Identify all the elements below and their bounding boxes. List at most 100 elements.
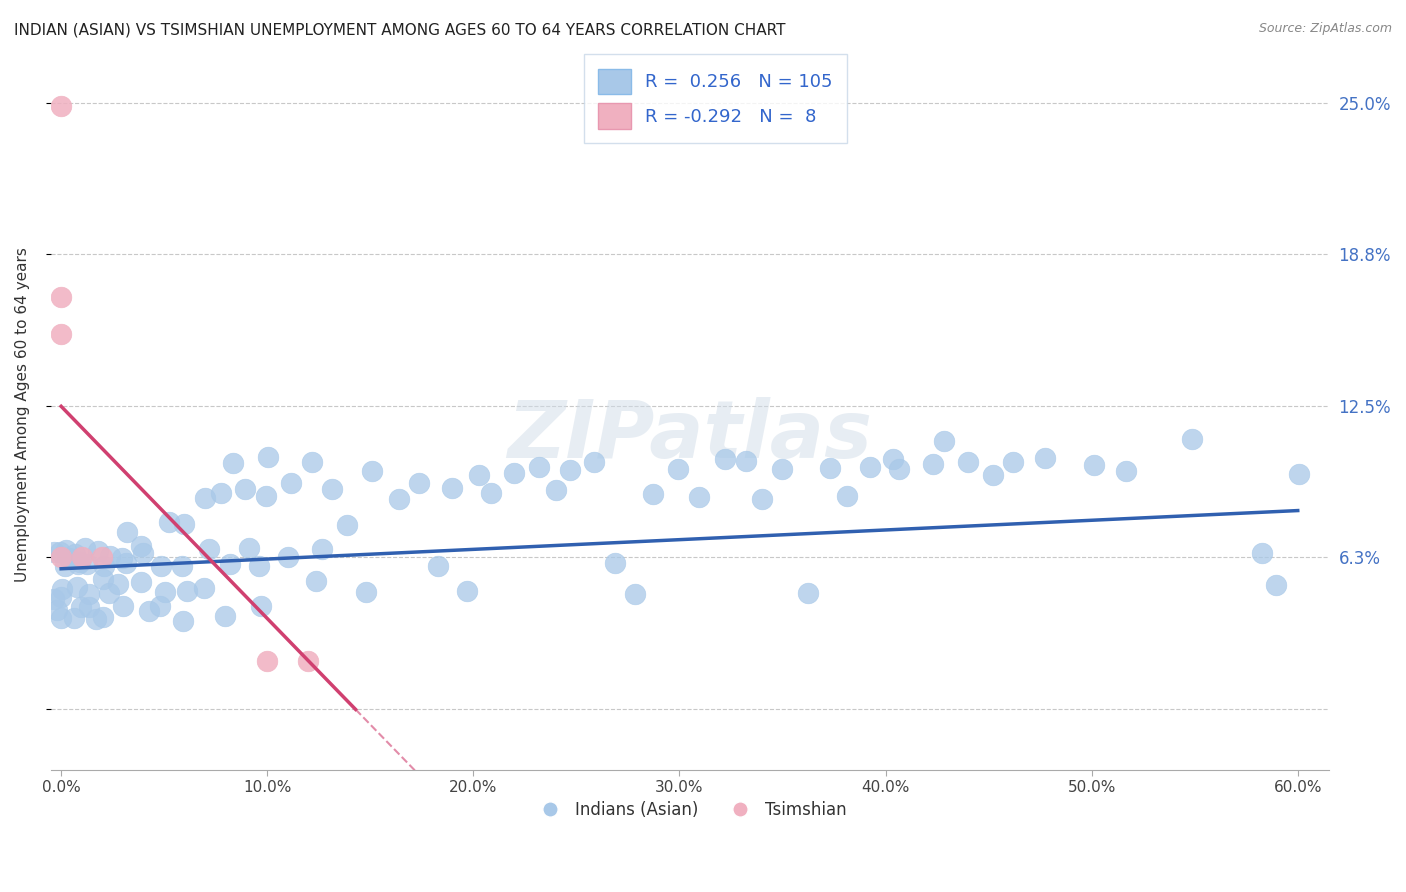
Point (887, 462, 910, 476)
Point (796, 586, 818, 600)
Point (66, 580, 89, 594)
Point (456, 583, 478, 598)
Point (1250, 545, 1272, 559)
Point (387, 491, 409, 506)
Point (49, 544, 72, 558)
Point (193, 581, 215, 595)
Point (666, 462, 689, 476)
Point (360, 464, 382, 478)
Point (77, 586, 100, 600)
Point (770, 462, 793, 476)
Point (53, 559, 76, 574)
Point (408, 476, 430, 491)
Point (98, 549, 121, 563)
Point (256, 654, 278, 668)
Point (44, 545, 66, 559)
Point (468, 468, 491, 483)
Point (956, 455, 979, 469)
Point (51, 582, 73, 596)
Point (643, 487, 665, 501)
Point (1001, 455, 1024, 469)
Point (150, 558, 173, 573)
Point (149, 599, 172, 614)
Point (688, 490, 710, 504)
Point (155, 585, 177, 599)
Point (441, 481, 464, 495)
Point (87, 544, 110, 558)
Point (91, 572, 114, 586)
Point (219, 557, 242, 571)
Point (172, 614, 194, 628)
Point (63, 547, 86, 561)
Point (98, 585, 121, 599)
Point (49, 549, 72, 564)
Point (280, 475, 302, 490)
Point (527, 459, 550, 474)
Point (67, 557, 90, 571)
Point (277, 550, 299, 565)
Point (335, 517, 357, 532)
Point (544, 483, 567, 498)
Point (235, 483, 257, 497)
Point (818, 461, 841, 475)
Point (983, 468, 1005, 483)
Point (1264, 578, 1286, 592)
Legend: Indians (Asian), Tsimshian: Indians (Asian), Tsimshian (526, 794, 853, 826)
Point (222, 456, 245, 470)
Point (49, 98, 72, 112)
Point (238, 541, 260, 555)
Point (172, 559, 194, 574)
Point (70, 549, 93, 564)
Point (132, 546, 155, 560)
Point (63, 610, 86, 624)
Point (256, 450, 278, 465)
Point (73, 541, 96, 555)
Point (751, 491, 773, 506)
Point (58, 551, 80, 566)
Point (131, 539, 153, 553)
Point (311, 542, 333, 557)
Point (194, 491, 217, 505)
Point (138, 604, 160, 618)
Point (49, 590, 72, 604)
Text: Source: ZipAtlas.com: Source: ZipAtlas.com (1258, 22, 1392, 36)
Point (305, 574, 328, 588)
Point (859, 459, 882, 474)
Point (1181, 433, 1204, 447)
Point (214, 608, 236, 623)
Point (91, 549, 114, 564)
Point (254, 489, 277, 503)
Point (42, 592, 65, 607)
Point (91, 610, 114, 624)
Point (882, 451, 904, 466)
Y-axis label: Unemployment Among Ages 60 to 64 years: Unemployment Among Ages 60 to 64 years (15, 247, 30, 582)
Text: INDIAN (ASIAN) VS TSIMSHIAN UNEMPLOYMENT AMONG AGES 60 TO 64 YEARS CORRELATION C: INDIAN (ASIAN) VS TSIMSHIAN UNEMPLOYMENT… (14, 22, 786, 37)
Point (1115, 464, 1137, 478)
Point (603, 556, 626, 570)
Point (115, 524, 138, 539)
Point (55, 543, 77, 558)
Point (922, 457, 945, 471)
Text: ZIPatlas: ZIPatlas (508, 397, 872, 475)
Point (131, 575, 153, 590)
Point (247, 559, 270, 574)
Point (503, 466, 526, 480)
Point (209, 485, 232, 500)
Point (354, 585, 377, 599)
Point (735, 453, 758, 467)
Point (49, 326, 72, 341)
Point (1083, 458, 1105, 472)
Point (107, 577, 129, 591)
Point (114, 556, 136, 570)
Point (624, 587, 647, 601)
Point (583, 455, 606, 469)
Point (173, 517, 195, 532)
Point (249, 599, 271, 613)
Point (837, 489, 859, 503)
Point (84, 612, 107, 626)
Point (714, 451, 737, 466)
Point (49, 611, 72, 625)
Point (1288, 467, 1310, 481)
Point (49, 290, 72, 304)
Point (560, 463, 582, 477)
